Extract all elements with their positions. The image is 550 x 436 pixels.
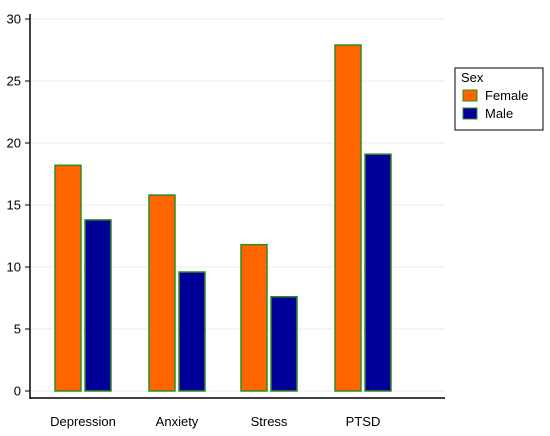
y-tick-label: 15	[7, 198, 21, 213]
y-tick-label: 25	[7, 74, 21, 89]
bar-female-stress	[240, 243, 268, 392]
bars	[54, 44, 392, 392]
bar-male-depression	[84, 219, 112, 392]
y-tick-label: 20	[7, 136, 21, 151]
legend-label-female: Female	[485, 88, 528, 103]
x-tick-label: Anxiety	[156, 414, 199, 429]
y-tick-label: 30	[7, 12, 21, 27]
bar-male-anxiety	[178, 271, 206, 392]
x-tick-label: PTSD	[346, 414, 381, 429]
y-tick-label: 0	[14, 384, 21, 399]
bar-male-ptsd	[364, 153, 392, 392]
axes	[25, 14, 445, 399]
bar-female-depression	[54, 164, 82, 392]
x-tick-label: Stress	[251, 414, 288, 429]
legend-swatch-male	[462, 107, 478, 120]
x-tick-label: Depression	[50, 414, 116, 429]
legend-label-male: Male	[485, 106, 513, 121]
legend: Sex Female Male	[454, 67, 544, 131]
legend-title: Sex	[461, 70, 484, 85]
bar-male-stress	[270, 296, 298, 392]
bar-female-ptsd	[334, 44, 362, 392]
axis-labels: 0 5 10 15 20 25 30 Depression Anxiety Stress PTSD	[7, 12, 381, 430]
bar-female-anxiety	[148, 194, 176, 392]
y-tick-label: 5	[14, 322, 21, 337]
legend-swatch-female	[462, 89, 478, 102]
y-tick-label: 10	[7, 260, 21, 275]
